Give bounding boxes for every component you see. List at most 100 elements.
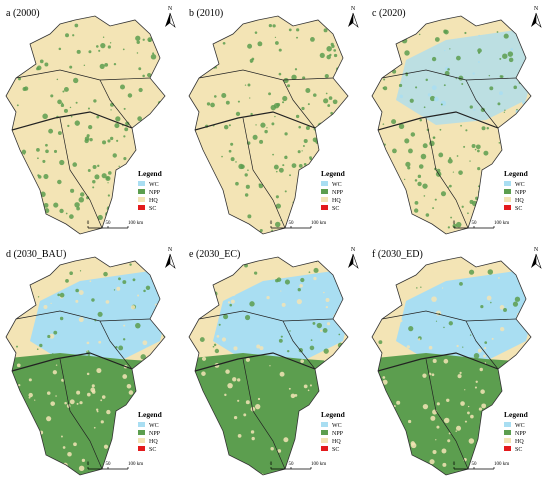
- land-patch: [17, 235, 19, 237]
- land-patch: [12, 421, 16, 426]
- land-patch: [500, 450, 503, 453]
- legend-label: SC: [515, 447, 522, 453]
- north-arrow: [352, 12, 359, 28]
- land-patch: [291, 74, 297, 81]
- land-patch: [344, 34, 348, 40]
- land-patch: [289, 330, 291, 332]
- land-patch: [142, 74, 145, 78]
- boundary: [282, 320, 316, 370]
- land-patch: [308, 198, 312, 202]
- land-patch: [323, 28, 328, 33]
- legend-label: NPP: [332, 431, 344, 437]
- land-patch: [274, 115, 276, 118]
- land-patch: [523, 132, 530, 138]
- land-patch: [201, 371, 206, 376]
- legend-label: HQ: [149, 198, 158, 204]
- land-patch: [138, 215, 144, 220]
- land-patch: [277, 449, 282, 453]
- land-patch: [532, 161, 536, 165]
- land-patch: [152, 377, 158, 383]
- land-patch: [200, 36, 205, 42]
- land-patch: [123, 107, 126, 110]
- land-patch: [74, 23, 79, 28]
- north-label: N: [351, 247, 356, 253]
- land-patch: [497, 102, 501, 106]
- land-patch: [514, 18, 520, 24]
- land-patch: [65, 212, 68, 215]
- land-patch: [34, 399, 36, 401]
- land-patch: [499, 57, 502, 60]
- land-patch: [425, 78, 428, 82]
- land-patch: [390, 403, 393, 406]
- scale-bar: [270, 467, 312, 470]
- legend-swatch: [138, 446, 145, 451]
- land-patch: [419, 118, 423, 122]
- land-patch: [192, 108, 197, 113]
- land-patch: [190, 381, 194, 385]
- land-patch: [414, 200, 419, 205]
- land-patch: [136, 151, 142, 157]
- land-patch: [168, 279, 170, 281]
- land-patch: [297, 150, 301, 154]
- land-patch: [288, 28, 292, 32]
- land-patch: [76, 402, 79, 405]
- land-patch: [227, 301, 231, 304]
- land-patch: [458, 170, 463, 175]
- land-patch: [464, 31, 467, 35]
- land-patch: [107, 182, 109, 184]
- land-patch: [296, 36, 299, 39]
- land-patch: [17, 395, 22, 400]
- land-patch: [157, 139, 162, 144]
- land-patch: [474, 386, 478, 389]
- land-patch: [220, 21, 223, 24]
- land-patch: [256, 355, 262, 362]
- land-patch: [340, 465, 346, 472]
- land-patch: [147, 156, 151, 160]
- scale-label: 100 km: [311, 221, 326, 226]
- land-patch: [398, 123, 405, 130]
- legend-label: NPP: [515, 431, 527, 437]
- land-patch: [135, 160, 140, 164]
- land-patch: [307, 103, 310, 106]
- land-patch: [319, 232, 324, 234]
- land-patch: [319, 196, 321, 198]
- land-patch: [298, 125, 301, 129]
- land-patch: [122, 338, 126, 341]
- land-patch: [420, 153, 427, 160]
- land-patch: [73, 77, 79, 84]
- land-patch: [447, 439, 451, 443]
- land-patch: [251, 436, 255, 441]
- land-patch: [189, 215, 194, 220]
- land-patch: [284, 155, 288, 160]
- land-patch: [530, 38, 531, 42]
- land-patch: [423, 17, 426, 21]
- land-patch: [378, 167, 385, 174]
- land-patch: [213, 95, 217, 98]
- land-patch: [325, 92, 328, 95]
- land-patch: [190, 317, 195, 322]
- land-patch: [221, 93, 227, 99]
- land-patch: [285, 257, 291, 263]
- legend-label: WC: [332, 423, 342, 429]
- land-patch: [145, 154, 150, 158]
- north-arrow: [348, 13, 353, 27]
- land-patch: [489, 86, 494, 91]
- map-panel: e (2030_EC) N Legend WC NPP HQ SC 0 50 100 km: [188, 247, 359, 476]
- legend-swatch: [321, 181, 328, 186]
- land-patch: [313, 418, 317, 422]
- land-patch: [422, 143, 428, 149]
- land-patch: [305, 88, 311, 93]
- land-patch: [400, 472, 403, 475]
- land-patch: [434, 37, 440, 42]
- land-patch: [116, 139, 119, 142]
- land-patch: [147, 458, 153, 464]
- land-patch: [214, 275, 218, 279]
- land-patch: [69, 106, 72, 109]
- land-patch: [98, 49, 101, 52]
- land-patch: [57, 131, 62, 135]
- land-patch: [381, 230, 387, 234]
- map-panel: a (2000) N Legend WC NPP HQ SC 0 50 100 km: [5, 6, 176, 237]
- land-patch: [221, 155, 223, 158]
- land-patch: [218, 323, 221, 326]
- boundary: [99, 320, 133, 370]
